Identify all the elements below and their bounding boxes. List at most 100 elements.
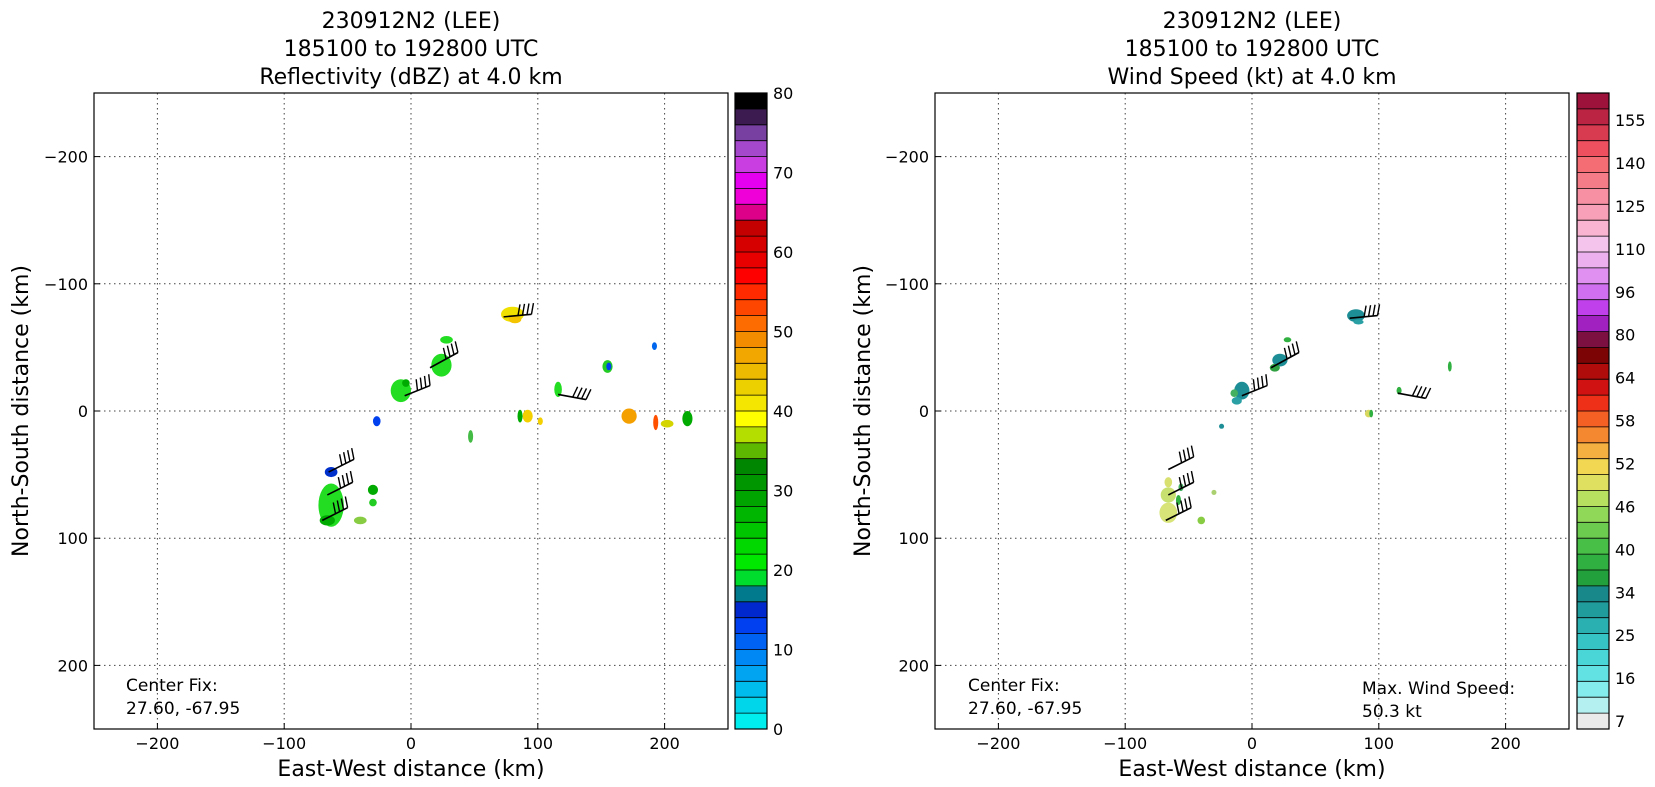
colorbar-segment: [735, 665, 767, 682]
colorbar-tick-label: 80: [773, 84, 793, 103]
wind-barb-feather: [1287, 345, 1292, 357]
reflectivity-wind-barbs: [321, 302, 592, 522]
colorbar-segment: [1577, 220, 1609, 237]
wind-barb-feather: [1186, 447, 1191, 459]
radar-echo: [1230, 389, 1239, 398]
wind-barb-feather: [419, 377, 423, 389]
radar-echo: [1231, 397, 1242, 405]
colorbar-segment: [1577, 617, 1609, 634]
reflectivity-colorbar-ticks: 0 10 20 30 40 50 60 70 80: [773, 84, 793, 739]
colorbar-segment: [735, 347, 767, 364]
wind-barb-shaft: [429, 351, 459, 369]
wind-barb-feather: [345, 472, 350, 485]
reflectivity-xtick-label: −100: [262, 734, 306, 753]
radar-echo: [651, 342, 657, 350]
colorbar-segment: [735, 554, 767, 571]
colorbar-tick-label: 40: [773, 402, 793, 421]
radar-echo: [402, 379, 410, 387]
radar-echo: [367, 484, 379, 495]
wind-barb-feather: [1256, 377, 1260, 389]
wind-barb-feather: [530, 302, 535, 315]
reflectivity-title-line-3: Reflectivity (dBZ) at 4.0 km: [259, 65, 562, 90]
colorbar-segment: [1577, 204, 1609, 221]
colorbar-segment: [1577, 458, 1609, 475]
colorbar-tick-label: 60: [773, 243, 793, 262]
wind-barb-feather: [1420, 386, 1427, 398]
radar-echo: [372, 416, 381, 427]
colorbar-segment: [735, 601, 767, 619]
colorbar-segment: [735, 538, 767, 555]
wind-barb-shaft: [1241, 384, 1268, 397]
colorbar-segment: [735, 156, 767, 173]
colorbar-segment: [735, 713, 767, 730]
wind-colorbar-ticks: 7 16 25 34 40 46 52 58 64 80 96 110 125 140 155: [1615, 111, 1646, 731]
colorbar-segment: [1577, 172, 1609, 189]
colorbar-segment: [1577, 315, 1609, 332]
colorbar-tick-label: 7: [1615, 712, 1625, 731]
colorbar-segment: [735, 490, 767, 507]
colorbar-segment: [735, 458, 767, 475]
wind-ytick-label: 0: [919, 402, 929, 421]
wind-barb-feather: [342, 452, 347, 464]
colorbar-segment: [735, 649, 767, 666]
colorbar-segment: [735, 506, 767, 523]
wind-colorbar: [1577, 93, 1609, 730]
radar-echo: [1447, 361, 1452, 372]
wind-barb-feather: [1184, 498, 1188, 510]
reflectivity-plot-frame: [93, 92, 729, 730]
colorbar-segment: [1577, 697, 1609, 714]
wind-barb-shaft: [557, 393, 587, 401]
colorbar-segment: [1577, 506, 1609, 523]
reflectivity-colorbar-frame: [734, 92, 768, 730]
wind-barb-feather: [585, 388, 592, 400]
wind-ytick-label: 100: [898, 529, 929, 548]
colorbar-segment: [1577, 649, 1609, 666]
colorbar-tick-label: 110: [1615, 240, 1646, 259]
reflectivity-x-axis-label: East-West distance (km): [277, 757, 544, 782]
wind-barb-feather: [1186, 472, 1191, 485]
colorbar-segment: [735, 108, 767, 126]
radar-echo: [1219, 423, 1225, 429]
wind-barb-feather: [1190, 470, 1195, 483]
reflectivity-ytick-label: −100: [44, 275, 88, 294]
colorbar-tick-label: 50: [773, 323, 793, 342]
colorbar-segment: [1577, 426, 1609, 444]
wind-xtick-label: −100: [1103, 734, 1147, 753]
colorbar-segment: [735, 363, 767, 380]
max-wind-speed-value: 50.3 kt: [1362, 702, 1422, 722]
wind-barb-feather: [1182, 449, 1187, 461]
radar-echo: [522, 409, 533, 423]
wind-barb-feather: [1252, 379, 1256, 391]
radar-echo: [1283, 337, 1292, 343]
wind-barb-feather: [1372, 304, 1376, 317]
colorbar-segment: [735, 681, 767, 698]
wind-barb-feather: [346, 450, 351, 462]
colorbar-segment: [735, 204, 767, 221]
colorbar-tick-label: 20: [773, 561, 793, 580]
reflectivity-ytick-label: 0: [78, 402, 88, 421]
radar-echo: [606, 362, 612, 371]
colorbar-tick-label: 52: [1615, 454, 1635, 473]
colorbar-segment: [1577, 267, 1609, 285]
colorbar-segment: [1577, 554, 1609, 571]
wind-xtick-label: 200: [1490, 734, 1521, 753]
wind-echoes: [1159, 309, 1452, 525]
wind-barb-shaft: [404, 384, 431, 397]
radar-echo: [621, 408, 637, 424]
colorbar-segment: [1577, 299, 1609, 316]
colorbar-segment: [735, 474, 767, 491]
wind-barb-feather: [521, 303, 526, 316]
colorbar-segment: [1577, 411, 1609, 428]
colorbar-segment: [1577, 347, 1609, 364]
reflectivity-xtick-label: 0: [406, 734, 416, 753]
reflectivity-title-line-1: 230912N2 (LEE): [322, 9, 501, 34]
colorbar-tick-label: 125: [1615, 197, 1646, 216]
wind-barb-feather: [1363, 305, 1367, 317]
wind-center-fix-label: Center Fix:: [968, 676, 1060, 696]
wind-grid: [935, 93, 1569, 729]
colorbar-tick-label: 40: [1615, 540, 1635, 559]
colorbar-tick-label: 10: [773, 641, 793, 660]
radar-echo: [554, 381, 562, 398]
colorbar-segment: [735, 172, 767, 189]
